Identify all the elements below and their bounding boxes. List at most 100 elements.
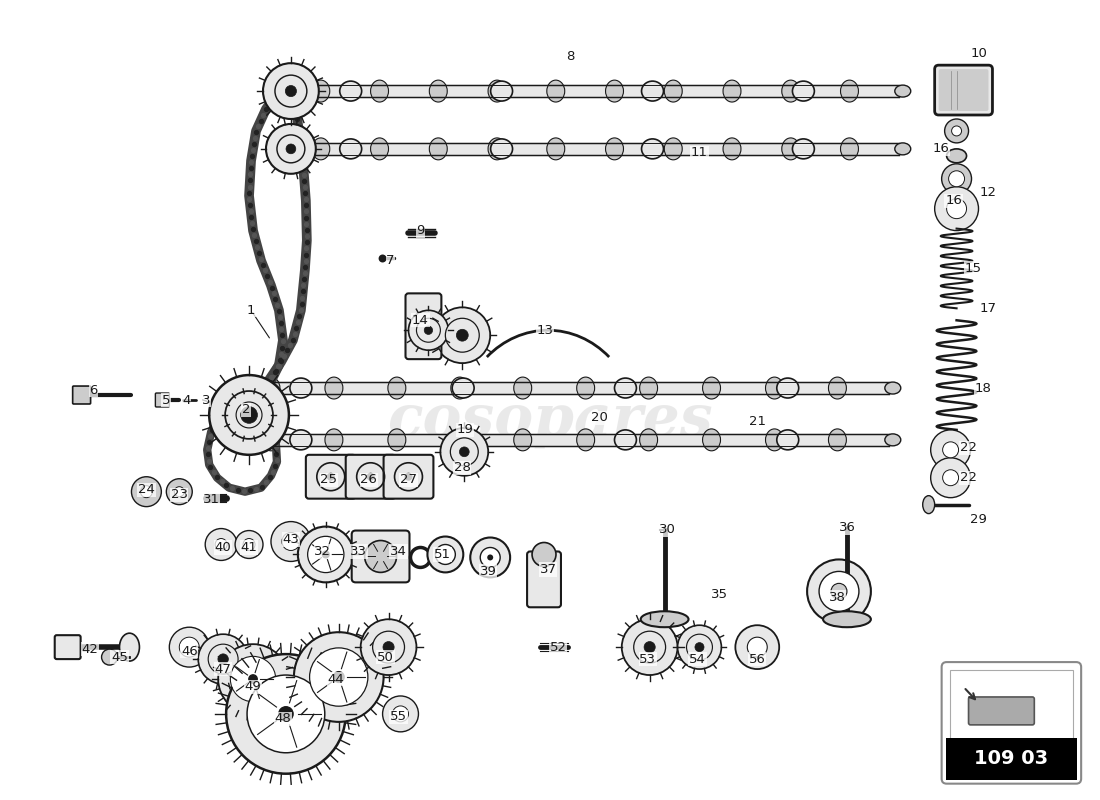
- Ellipse shape: [640, 611, 689, 627]
- Text: 12: 12: [980, 186, 997, 199]
- Circle shape: [209, 375, 289, 455]
- Circle shape: [417, 318, 440, 342]
- Circle shape: [278, 706, 293, 721]
- Ellipse shape: [615, 430, 637, 450]
- FancyBboxPatch shape: [384, 455, 433, 498]
- Text: 7: 7: [386, 254, 395, 267]
- Text: 27: 27: [400, 474, 417, 486]
- Circle shape: [361, 619, 417, 675]
- Ellipse shape: [840, 138, 858, 160]
- Circle shape: [244, 410, 254, 419]
- Ellipse shape: [371, 80, 388, 102]
- Circle shape: [942, 164, 971, 194]
- Circle shape: [227, 654, 345, 774]
- Circle shape: [249, 675, 257, 683]
- Circle shape: [285, 86, 297, 97]
- Ellipse shape: [639, 377, 658, 399]
- Circle shape: [931, 430, 970, 470]
- Ellipse shape: [324, 377, 343, 399]
- Ellipse shape: [388, 377, 406, 399]
- Text: 37: 37: [539, 563, 557, 576]
- Circle shape: [298, 526, 354, 582]
- Ellipse shape: [452, 378, 474, 398]
- Text: 26: 26: [360, 474, 377, 486]
- Text: 42: 42: [81, 642, 98, 656]
- Circle shape: [179, 637, 199, 657]
- Ellipse shape: [340, 139, 362, 159]
- Circle shape: [471, 538, 510, 578]
- FancyBboxPatch shape: [345, 455, 396, 498]
- Ellipse shape: [884, 382, 901, 394]
- Text: cosopares: cosopares: [387, 392, 713, 448]
- Ellipse shape: [491, 139, 513, 159]
- Ellipse shape: [894, 85, 911, 97]
- Circle shape: [236, 402, 262, 428]
- Circle shape: [686, 634, 713, 660]
- Ellipse shape: [782, 80, 800, 102]
- Text: 44: 44: [328, 673, 344, 686]
- Text: 15: 15: [965, 262, 982, 275]
- Text: 109 03: 109 03: [975, 750, 1048, 768]
- Text: 41: 41: [241, 541, 257, 554]
- Text: 18: 18: [975, 382, 992, 394]
- Text: 47: 47: [214, 662, 232, 675]
- Circle shape: [206, 529, 238, 561]
- Circle shape: [634, 631, 665, 663]
- FancyBboxPatch shape: [352, 530, 409, 582]
- Text: 16: 16: [945, 194, 962, 207]
- Ellipse shape: [777, 378, 799, 398]
- Text: 43: 43: [283, 533, 299, 546]
- Text: 39: 39: [480, 565, 497, 578]
- Ellipse shape: [828, 429, 846, 451]
- Ellipse shape: [262, 377, 279, 399]
- Bar: [241, 382, 889, 394]
- Circle shape: [235, 530, 263, 558]
- Circle shape: [931, 458, 970, 498]
- Ellipse shape: [664, 80, 682, 102]
- Text: 24: 24: [138, 483, 155, 496]
- Circle shape: [532, 542, 556, 566]
- Circle shape: [440, 428, 488, 476]
- Ellipse shape: [777, 430, 799, 450]
- Circle shape: [218, 654, 229, 664]
- Circle shape: [308, 536, 344, 573]
- Ellipse shape: [311, 138, 330, 160]
- Circle shape: [216, 538, 227, 550]
- Circle shape: [943, 442, 958, 458]
- Bar: [290, 143, 899, 155]
- Text: 16: 16: [932, 142, 949, 155]
- Ellipse shape: [429, 138, 448, 160]
- Circle shape: [621, 619, 678, 675]
- Ellipse shape: [639, 429, 658, 451]
- Ellipse shape: [782, 138, 800, 160]
- Text: 21: 21: [749, 415, 766, 429]
- Ellipse shape: [262, 429, 279, 451]
- Ellipse shape: [641, 139, 663, 159]
- Circle shape: [373, 631, 405, 663]
- Ellipse shape: [664, 138, 682, 160]
- Ellipse shape: [723, 80, 741, 102]
- Ellipse shape: [452, 430, 474, 450]
- Circle shape: [945, 119, 968, 143]
- Circle shape: [943, 470, 958, 486]
- Circle shape: [695, 642, 704, 652]
- Text: 32: 32: [315, 545, 331, 558]
- Circle shape: [275, 75, 307, 107]
- Circle shape: [230, 656, 276, 702]
- FancyBboxPatch shape: [949, 670, 1074, 740]
- Text: 23: 23: [170, 488, 188, 501]
- Text: 51: 51: [433, 548, 451, 561]
- Circle shape: [198, 634, 249, 684]
- FancyBboxPatch shape: [527, 551, 561, 607]
- Circle shape: [678, 626, 722, 669]
- Text: 49: 49: [244, 681, 262, 694]
- Text: 45: 45: [111, 650, 128, 664]
- FancyBboxPatch shape: [306, 455, 355, 498]
- Bar: [290, 85, 899, 97]
- Text: 19: 19: [456, 423, 474, 436]
- Text: 30: 30: [659, 523, 676, 536]
- Ellipse shape: [290, 378, 311, 398]
- Text: 20: 20: [592, 411, 608, 425]
- Text: 3: 3: [202, 394, 210, 406]
- Ellipse shape: [792, 81, 814, 101]
